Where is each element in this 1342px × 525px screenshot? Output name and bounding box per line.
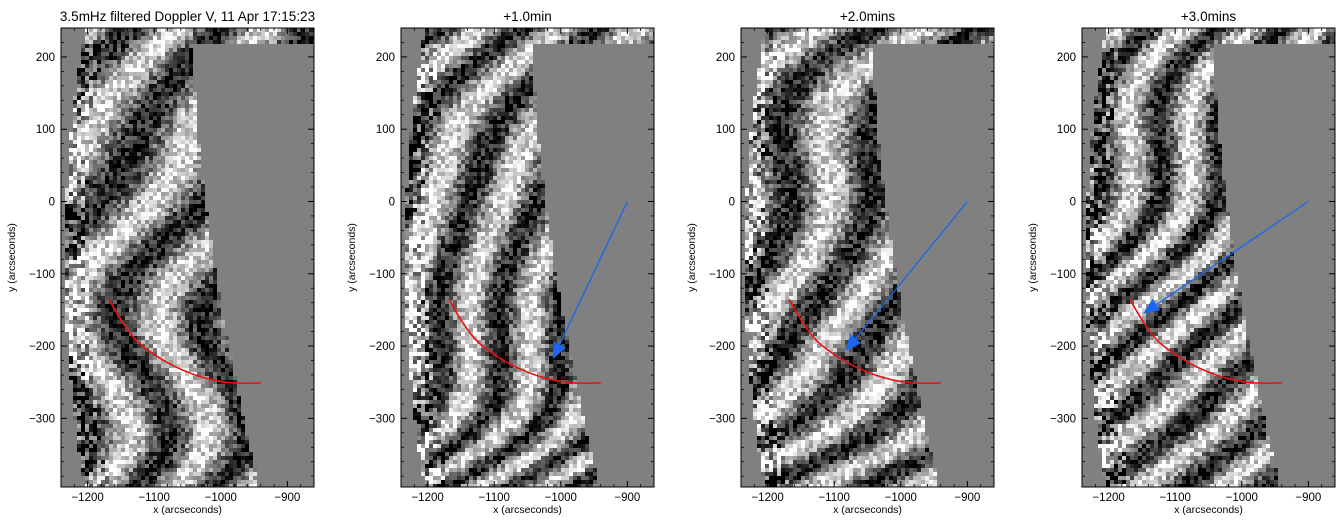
x-axis-label: x (arcseconds) [493, 504, 562, 516]
x-tick-label: −1000 [205, 492, 237, 504]
x-tick-label: −900 [274, 492, 300, 504]
x-tick-label: −1000 [885, 492, 917, 504]
y-tick-label: −200 [369, 341, 395, 353]
y-axis-label: y (arcseconds) [686, 223, 698, 292]
y-tick-label: −200 [709, 341, 735, 353]
x-tick-label: −1200 [411, 492, 443, 504]
x-tick-label: −900 [1295, 492, 1321, 504]
y-axis-label: y (arcseconds) [1027, 223, 1039, 292]
y-tick-label: −100 [1050, 269, 1076, 281]
panel-title: +1.0min [503, 9, 551, 24]
y-tick-label: 200 [36, 52, 55, 64]
doppler-image [741, 28, 997, 488]
y-tick-label: −100 [369, 269, 395, 281]
y-tick-label: −200 [29, 341, 55, 353]
y-tick-label: −200 [1050, 341, 1076, 353]
doppler-image [1082, 28, 1338, 488]
y-tick-label: 0 [389, 196, 395, 208]
panel: +3.0mins −1200 −1100 −1000 −900 200 100 0 −100 −2… [1027, 9, 1338, 516]
doppler-image [61, 28, 317, 488]
x-tick-label: −1200 [71, 492, 103, 504]
panel: +1.0min −1200 −1100 −1000 −900 200 100 0 −100 −20… [346, 9, 657, 516]
y-axis-label: y (arcseconds) [6, 223, 18, 292]
x-tick-label: −1100 [138, 492, 169, 504]
x-tick-label: −1000 [545, 492, 577, 504]
x-tick-label: −1200 [1092, 492, 1124, 504]
y-tick-label: 0 [49, 196, 55, 208]
y-tick-label: −300 [369, 413, 395, 425]
y-tick-label: 0 [1070, 196, 1076, 208]
y-tick-label: −300 [1050, 413, 1076, 425]
x-tick-label: −1100 [1159, 492, 1190, 504]
y-tick-label: 200 [716, 52, 735, 64]
doppler-image [401, 28, 657, 488]
x-axis-label: x (arcseconds) [1174, 504, 1243, 516]
x-tick-label: −900 [954, 492, 980, 504]
x-tick-label: −1100 [818, 492, 849, 504]
panel-title: 3.5mHz filtered Doppler V, 11 Apr 17:15:… [60, 9, 315, 24]
panel-title: +3.0mins [1181, 9, 1236, 24]
y-tick-label: −300 [709, 413, 735, 425]
x-tick-label: −1200 [751, 492, 783, 504]
x-tick-label: −900 [614, 492, 640, 504]
y-tick-label: 0 [729, 196, 735, 208]
y-tick-label: 100 [376, 124, 395, 136]
y-tick-label: −100 [29, 269, 55, 281]
panel-title: +2.0mins [840, 9, 895, 24]
x-axis-label: x (arcseconds) [153, 504, 222, 516]
y-tick-label: 200 [376, 52, 395, 64]
x-tick-label: −1100 [478, 492, 509, 504]
y-tick-label: −100 [709, 269, 735, 281]
y-tick-label: 100 [716, 124, 735, 136]
y-tick-label: 200 [1057, 52, 1076, 64]
x-tick-label: −1000 [1226, 492, 1258, 504]
x-axis-label: x (arcseconds) [833, 504, 902, 516]
y-tick-label: 100 [36, 124, 55, 136]
panel: +2.0mins −1200 −1100 −1000 −900 200 100 0 −100 −2… [686, 9, 997, 516]
panel: 3.5mHz filtered Doppler V, 11 Apr 17:15:… [6, 9, 317, 516]
y-tick-label: −300 [29, 413, 55, 425]
y-tick-label: 100 [1057, 124, 1076, 136]
y-axis-label: y (arcseconds) [346, 223, 358, 292]
